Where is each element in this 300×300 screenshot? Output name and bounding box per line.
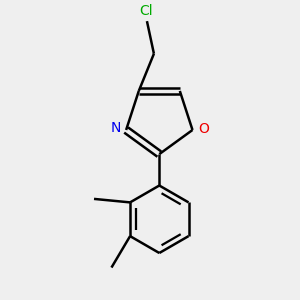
Text: Cl: Cl — [139, 4, 153, 18]
Text: N: N — [110, 121, 121, 135]
Text: O: O — [199, 122, 210, 136]
